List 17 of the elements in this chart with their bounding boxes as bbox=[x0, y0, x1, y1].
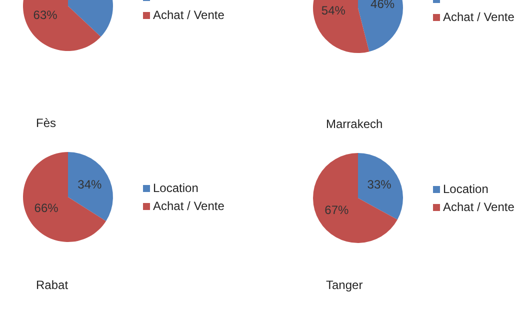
chart-title: Fès bbox=[36, 116, 56, 130]
chart-title: Marrakech bbox=[326, 117, 383, 131]
legend-label: Achat / Vente bbox=[153, 199, 224, 213]
data-label: 66% bbox=[34, 201, 59, 216]
data-label: 54% bbox=[321, 3, 346, 18]
legend-label: Achat / Vente bbox=[443, 200, 514, 214]
data-label: 33% bbox=[367, 178, 392, 192]
data-label: 63% bbox=[33, 8, 58, 22]
data-label: 46% bbox=[370, 0, 395, 12]
data-label: 67% bbox=[324, 202, 350, 217]
legend-label: Location bbox=[443, 182, 488, 196]
text: Rabat bbox=[36, 278, 68, 292]
legend-label: Location bbox=[153, 181, 198, 195]
legend-label: Achat / Vente bbox=[443, 10, 514, 24]
legend-label: Achat / Vente bbox=[153, 8, 224, 22]
text: Tanger bbox=[326, 278, 363, 292]
data-label: 34% bbox=[78, 177, 102, 192]
